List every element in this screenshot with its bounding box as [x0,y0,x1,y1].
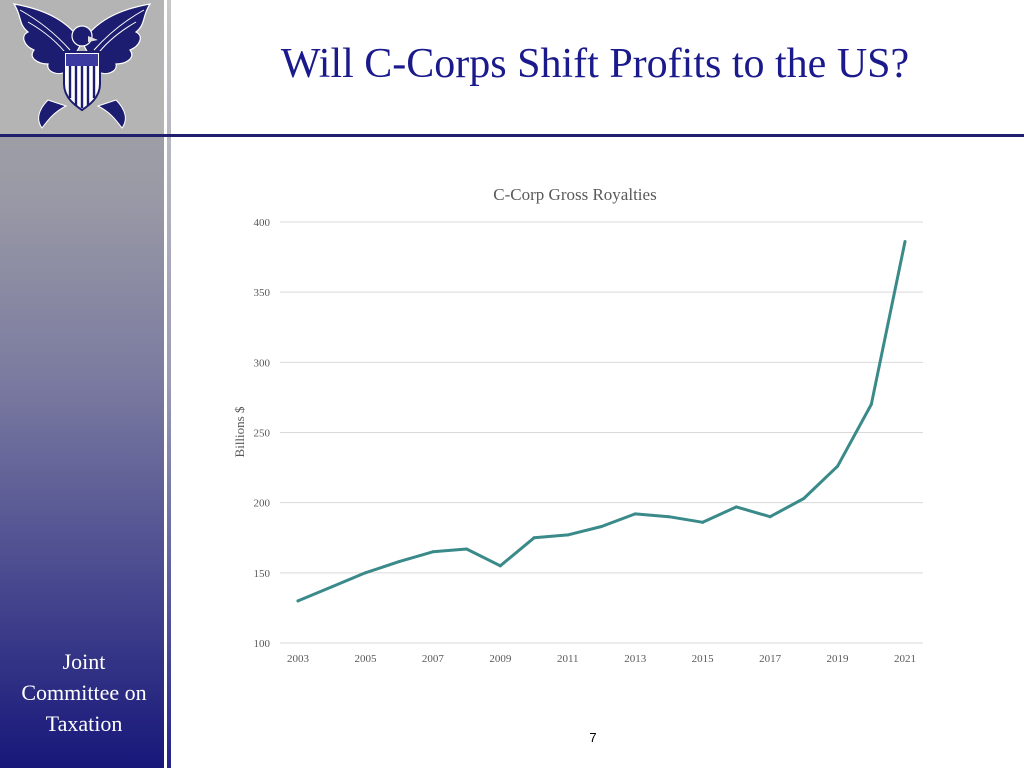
sidebar-divider-shade [167,0,171,768]
y-tick-label: 300 [254,357,271,369]
slide-title: Will C-Corps Shift Profits to the US? [280,41,910,87]
data-point-2004 [330,585,334,589]
x-tick-label: 2021 [894,653,916,665]
header-rule [0,134,1024,137]
series-line-0 [296,240,907,603]
y-tick-label: 250 [254,428,271,440]
data-point-2003 [296,599,300,603]
org-line-3: Taxation [45,711,123,736]
org-line-1: Joint [62,649,106,674]
chart-title: C-Corp Gross Royalties [493,185,656,204]
org-name: Joint Committee on Taxation [0,646,168,739]
page-number: 7 [589,730,597,745]
data-point-2007 [431,550,435,554]
x-tick-labels: 2003 2005 2007 2009 2011 2013 2015 2017 2019 2021 [287,653,916,665]
sidebar-divider [164,0,167,768]
x-tick-label: 2017 [759,653,782,665]
org-line-2: Committee on [21,680,147,705]
data-point-2013 [633,512,637,516]
series-group [296,240,907,603]
y-tick-label: 100 [254,638,271,650]
data-point-2010 [532,536,536,540]
data-point-2009 [498,564,502,568]
eagle-seal-icon [12,3,152,129]
x-tick-label: 2009 [489,653,512,665]
x-tick-label: 2015 [692,653,715,665]
data-point-2008 [465,547,469,551]
x-tick-label: 2011 [557,653,579,665]
y-tick-label: 150 [254,568,271,580]
data-point-2016 [734,505,738,509]
data-point-2011 [566,533,570,537]
y-tick-label: 200 [254,498,271,510]
data-point-2020 [869,402,873,406]
x-tick-label: 2003 [287,653,310,665]
data-point-2017 [768,515,772,519]
y-tick-label: 400 [254,217,271,229]
line-chart: C-Corp Gross Royalties Billions $ 100 150… [232,185,923,665]
data-point-2006 [397,560,401,564]
data-point-2005 [363,571,367,575]
data-point-2012 [600,525,603,529]
data-point-2015 [701,520,705,524]
gridlines [280,221,923,644]
y-tick-labels: 100 150 200 250 300 350 400 [254,217,271,650]
y-tick-label: 350 [254,287,271,299]
data-point-2021 [903,240,907,244]
x-tick-label: 2007 [422,653,445,665]
data-point-2018 [802,496,806,500]
data-point-2019 [836,464,840,468]
data-point-2014 [667,515,671,519]
x-tick-label: 2013 [624,653,647,665]
x-tick-label: 2005 [354,653,377,665]
y-axis-label: Billions $ [232,406,247,457]
x-tick-label: 2019 [827,653,850,665]
